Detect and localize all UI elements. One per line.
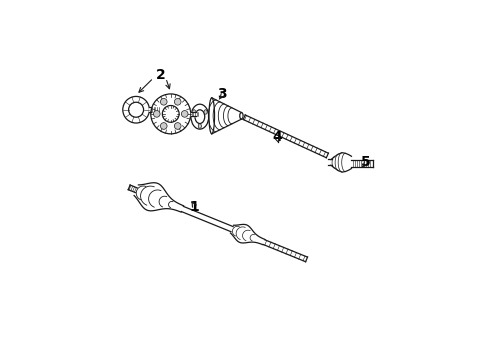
Circle shape <box>151 94 191 134</box>
Polygon shape <box>331 153 351 172</box>
Text: 2: 2 <box>156 68 166 82</box>
Polygon shape <box>230 224 265 245</box>
Polygon shape <box>181 206 233 232</box>
Polygon shape <box>243 115 328 158</box>
Polygon shape <box>212 98 242 134</box>
Circle shape <box>153 111 160 117</box>
Ellipse shape <box>193 110 196 114</box>
Circle shape <box>181 111 188 117</box>
Polygon shape <box>263 240 308 262</box>
Ellipse shape <box>198 124 201 128</box>
Ellipse shape <box>209 98 215 134</box>
Circle shape <box>160 123 167 129</box>
Circle shape <box>162 105 179 122</box>
Text: 5: 5 <box>361 156 370 170</box>
Ellipse shape <box>191 104 209 129</box>
Circle shape <box>160 99 167 105</box>
Ellipse shape <box>204 110 207 114</box>
Text: 3: 3 <box>217 87 227 102</box>
Text: 4: 4 <box>272 130 282 144</box>
Polygon shape <box>128 185 137 193</box>
Text: 1: 1 <box>190 200 199 214</box>
Circle shape <box>128 102 144 117</box>
Polygon shape <box>134 183 184 212</box>
Circle shape <box>174 123 181 129</box>
Circle shape <box>174 99 181 105</box>
Ellipse shape <box>195 110 205 123</box>
Ellipse shape <box>240 112 243 119</box>
Circle shape <box>123 96 149 123</box>
